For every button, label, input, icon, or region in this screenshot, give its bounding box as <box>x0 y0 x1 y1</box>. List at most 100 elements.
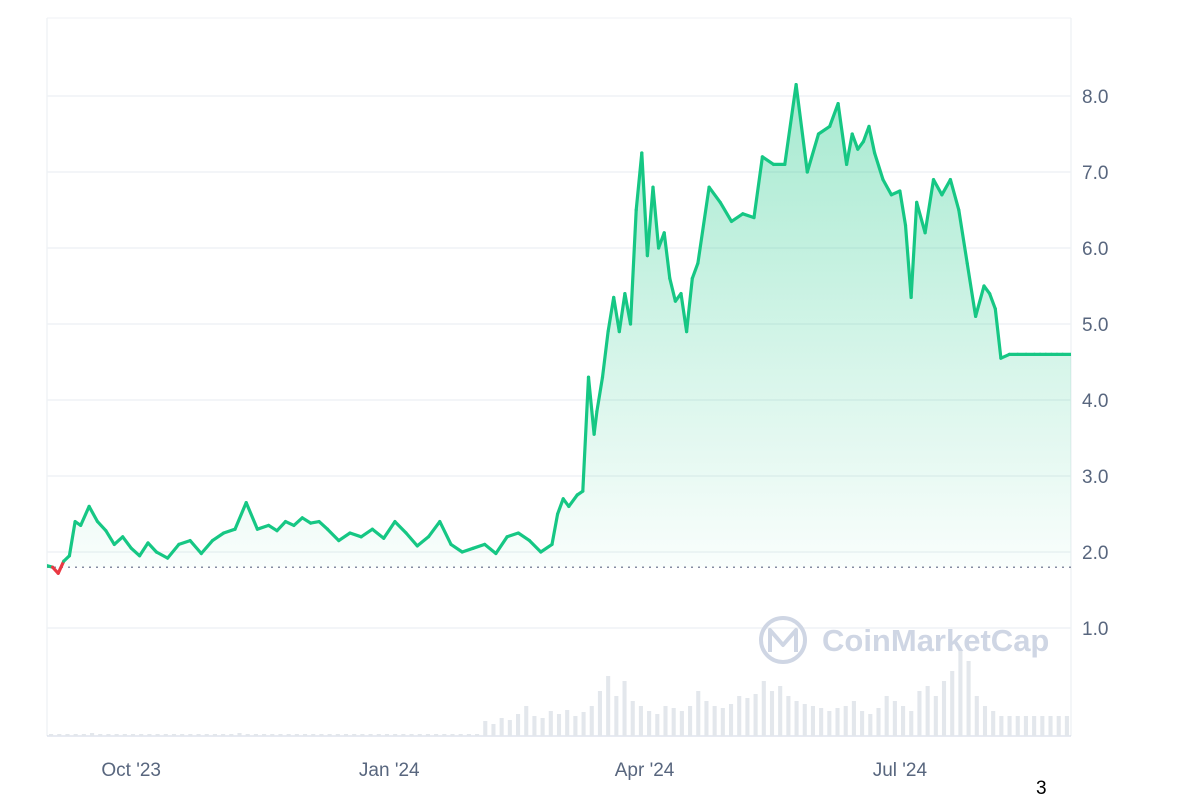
price-line-segment <box>909 200 919 299</box>
volume-bar <box>1040 716 1045 736</box>
x-tick-label: Oct '23 <box>101 760 161 781</box>
price-line-segment <box>645 185 655 258</box>
y-tick-label: 1.0 <box>1082 619 1108 640</box>
price-line-segment <box>56 559 66 575</box>
price-line-segment <box>222 527 237 535</box>
volume-bar <box>57 734 62 736</box>
volume-bar <box>196 734 201 736</box>
price-line-segment <box>87 504 100 524</box>
price-line-segment <box>188 538 203 556</box>
volume-bar <box>876 708 881 736</box>
price-line-segment <box>690 261 700 280</box>
volume-bar <box>622 681 627 736</box>
volume-bar <box>417 734 422 736</box>
price-line-segment <box>415 535 431 548</box>
volume-bar <box>434 734 439 736</box>
volume-bar <box>73 734 78 736</box>
price-line-segment <box>640 151 650 258</box>
volume-bar <box>712 706 717 736</box>
price-line-segment <box>79 504 91 528</box>
price-line-segment <box>300 516 313 525</box>
price-line-segment <box>965 261 978 318</box>
volume-bar <box>139 734 144 736</box>
watermark: CoinMarketCap <box>759 616 1049 664</box>
volume-bar <box>442 734 447 736</box>
volume-bar <box>999 716 1004 736</box>
volume-bar <box>843 706 848 736</box>
y-axis-ticks: 1.0 2.0 3.0 4.0 5.0 6.0 7.0 8.0 <box>1082 87 1108 640</box>
price-line-segment <box>95 519 108 533</box>
price-line-segment <box>836 101 849 166</box>
volume-bar <box>950 671 955 736</box>
volume-bar <box>499 718 504 736</box>
price-line-segment <box>628 208 638 326</box>
volume-bar <box>827 711 832 736</box>
price-line-segment <box>67 519 77 558</box>
y-tick-label: 5.0 <box>1082 315 1108 336</box>
y-tick-label: 7.0 <box>1082 163 1108 184</box>
price-line-segment <box>816 124 832 136</box>
volume-bar <box>171 734 177 736</box>
volume-bar <box>958 651 963 736</box>
price-line-segment <box>382 519 397 540</box>
price-area <box>47 84 1071 574</box>
x-tick-label: Jan '24 <box>359 760 420 781</box>
volume-bar <box>393 734 398 736</box>
volume-bar <box>835 708 840 736</box>
price-line-segment <box>483 542 498 556</box>
volume-bar <box>319 734 324 736</box>
volume-bar <box>376 734 381 736</box>
volume-bar <box>679 711 684 736</box>
price-line-segment <box>915 200 927 235</box>
price-line-segment <box>794 82 809 174</box>
volume-bar <box>425 734 430 736</box>
x-tick-label: Jul '24 <box>873 760 928 781</box>
volume-bar <box>409 734 414 736</box>
price-line-segment <box>494 535 509 556</box>
price-line-segment <box>898 189 908 227</box>
price-line-segment <box>662 231 672 280</box>
coinmarketcap-logo-icon <box>759 616 807 664</box>
volume-bar <box>556 714 562 736</box>
volume-bar <box>720 708 725 736</box>
price-line-segment <box>707 185 722 204</box>
volume-bar <box>728 704 734 736</box>
volume-bar <box>114 734 119 736</box>
price-line-segment <box>586 375 596 436</box>
volume-bar <box>343 734 349 736</box>
price-line <box>47 82 1071 575</box>
volume-bar <box>802 704 807 736</box>
price-line-segment <box>527 538 543 554</box>
volume-bar <box>614 696 619 736</box>
volume-bar <box>761 681 766 736</box>
price-line-segment <box>146 541 158 554</box>
y-tick-label: 8.0 <box>1082 87 1108 108</box>
price-line-segment <box>752 155 765 220</box>
volume-bar <box>180 734 185 736</box>
price-line-segment <box>505 531 520 539</box>
volume-bar <box>450 734 455 736</box>
price-line-segment <box>275 519 288 533</box>
volume-bar <box>704 701 709 736</box>
volume-bar <box>475 734 480 736</box>
price-line-segment <box>138 541 150 558</box>
volume-bar <box>745 698 750 736</box>
volume-bar <box>663 706 668 736</box>
volume-bar <box>253 734 258 736</box>
volume-bar <box>1023 716 1028 736</box>
price-line-segment <box>581 375 591 493</box>
price-line-segment <box>729 212 745 223</box>
volume-bar <box>966 661 971 736</box>
price-line-segment <box>471 542 487 550</box>
price-line-segment <box>592 409 599 436</box>
price-line-segment <box>993 307 1003 360</box>
price-line-segment <box>684 276 694 334</box>
volume-bar <box>1048 716 1053 736</box>
volume-bar <box>548 711 553 736</box>
volume-bar <box>229 734 234 736</box>
volume-bar <box>851 701 856 736</box>
volume-bar <box>884 696 889 736</box>
volume-bar <box>737 696 742 736</box>
x-tick-label: Apr '24 <box>615 760 675 781</box>
volume-bar <box>901 706 906 736</box>
